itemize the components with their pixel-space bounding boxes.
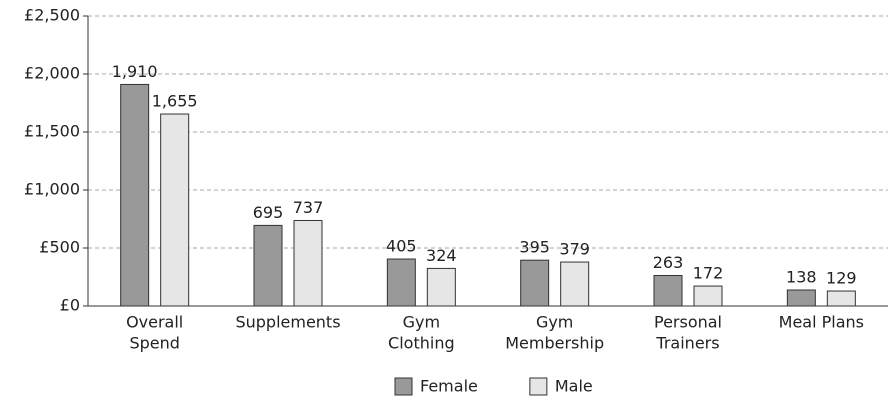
- y-tick-label: £1,000: [24, 180, 80, 199]
- value-label: 1,910: [112, 62, 158, 81]
- legend-swatch: [394, 377, 413, 396]
- bar: [653, 274, 683, 307]
- value-label: 695: [253, 203, 284, 222]
- legend-label: Female: [420, 377, 478, 396]
- bar: [786, 289, 816, 307]
- y-tick-label: £2,500: [24, 6, 80, 25]
- bar: [560, 261, 590, 307]
- bar: [826, 290, 856, 307]
- x-tick-label: Personal: [654, 313, 722, 332]
- y-tick-label: £500: [39, 238, 80, 257]
- bar: [520, 259, 550, 307]
- y-tick-label: £2,000: [24, 64, 80, 83]
- x-tick-label: Gym: [536, 313, 573, 332]
- y-tick-label: £0: [60, 296, 80, 315]
- bar: [386, 258, 416, 307]
- legend-swatch: [529, 377, 548, 396]
- value-label: 129: [826, 269, 857, 288]
- bar: [120, 83, 150, 307]
- value-label: 737: [293, 198, 324, 217]
- x-tick-label: Trainers: [655, 334, 719, 353]
- value-label: 379: [559, 240, 590, 259]
- legend-label: Male: [555, 377, 593, 396]
- bar: [293, 220, 323, 307]
- x-tick-label: Gym: [403, 313, 440, 332]
- x-tick-label: Overall: [126, 313, 183, 332]
- bar: [426, 267, 456, 307]
- value-label: 263: [653, 253, 684, 272]
- x-tick-label: Spend: [129, 334, 179, 353]
- bar: [693, 285, 723, 307]
- x-tick-label: Clothing: [388, 334, 455, 353]
- value-label: 172: [693, 264, 724, 283]
- x-tick-label: Supplements: [235, 313, 340, 332]
- bar: [160, 113, 190, 307]
- value-label: 395: [519, 238, 550, 257]
- x-tick-label: Meal Plans: [779, 313, 864, 332]
- value-label: 405: [386, 237, 417, 256]
- bar: [253, 224, 283, 307]
- value-label: 1,655: [152, 92, 198, 111]
- x-tick-label: Membership: [505, 334, 604, 353]
- value-label: 138: [786, 267, 817, 286]
- y-tick-label: £1,500: [24, 122, 80, 141]
- value-label: 324: [426, 246, 457, 265]
